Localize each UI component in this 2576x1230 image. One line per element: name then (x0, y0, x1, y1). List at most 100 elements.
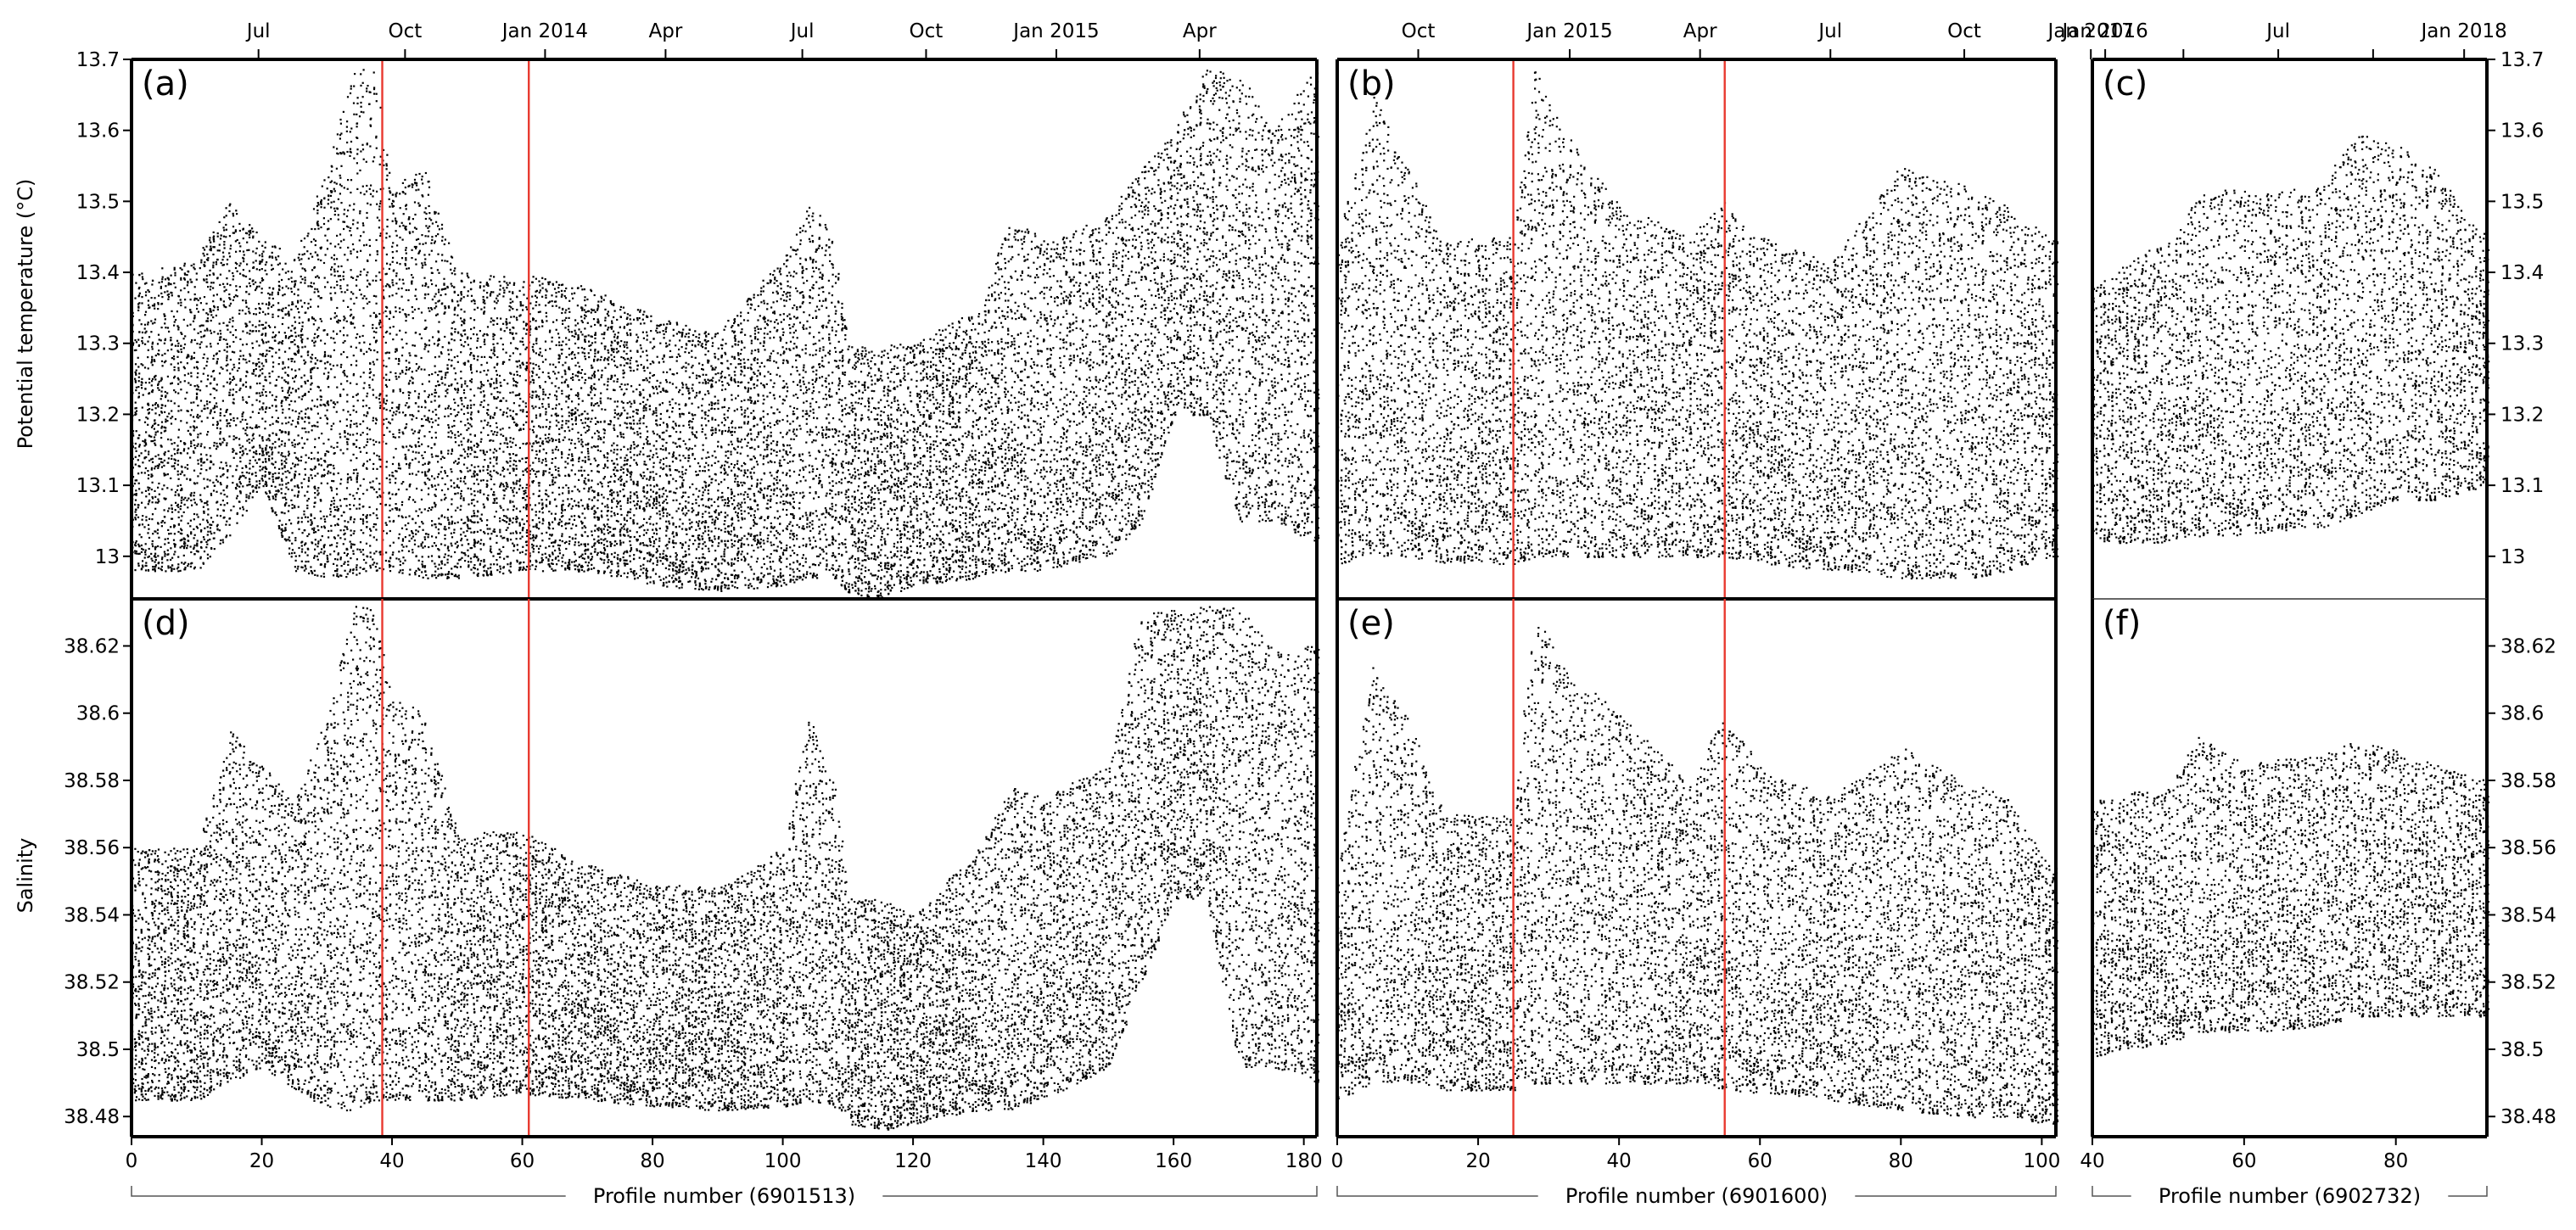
data-point (166, 290, 168, 292)
data-point (171, 294, 173, 296)
data-point (181, 562, 182, 563)
data-point (135, 456, 137, 458)
data-point (152, 280, 154, 282)
data-point (223, 229, 225, 231)
data-point (188, 498, 189, 500)
data-point (284, 471, 286, 472)
data-point (216, 315, 217, 316)
data-point (281, 512, 283, 513)
data-point (275, 384, 277, 386)
data-point (237, 495, 238, 497)
data-point (148, 349, 149, 351)
data-point (148, 321, 149, 323)
data-point (160, 339, 162, 341)
data-point (144, 332, 146, 333)
data-point (206, 504, 208, 506)
data-point (255, 450, 257, 452)
data-point (176, 356, 178, 358)
data-point (196, 272, 198, 274)
data-point (178, 429, 180, 431)
data-point (138, 392, 140, 394)
data-point (135, 411, 137, 413)
data-point (227, 259, 228, 260)
data-point (232, 394, 233, 396)
data-point (177, 383, 179, 385)
data-point (193, 328, 195, 330)
data-point (200, 546, 202, 548)
data-point (210, 548, 212, 550)
data-point (178, 405, 180, 407)
data-point (210, 333, 212, 334)
data-point (148, 392, 150, 394)
data-point (277, 451, 279, 453)
data-point (200, 336, 202, 338)
data-point (171, 489, 172, 490)
data-point (255, 289, 256, 291)
data-point (209, 467, 210, 469)
data-point (183, 265, 185, 266)
data-point (151, 359, 153, 361)
data-point (223, 286, 225, 288)
data-point (229, 372, 231, 374)
data-point (216, 501, 217, 503)
data-point (229, 383, 231, 384)
data-point (209, 447, 210, 449)
data-point (200, 461, 202, 462)
data-point (282, 530, 283, 532)
data-point (275, 478, 277, 479)
data-point (265, 471, 266, 472)
data-point (145, 490, 147, 492)
data-point (184, 299, 186, 300)
data-point (226, 444, 227, 446)
data-point (248, 495, 249, 497)
data-point (229, 389, 231, 391)
data-point (196, 393, 198, 394)
data-point (253, 451, 255, 453)
data-point (243, 411, 244, 413)
data-point (285, 499, 287, 500)
data-point (199, 267, 201, 269)
data-point (233, 378, 235, 380)
data-point (236, 289, 238, 291)
data-point (261, 362, 263, 364)
data-point (266, 354, 267, 355)
data-point (278, 438, 280, 439)
data-point (230, 381, 232, 383)
data-point (282, 400, 283, 402)
data-point (244, 313, 246, 315)
data-point (213, 388, 215, 389)
data-point (177, 512, 179, 513)
data-point (278, 285, 280, 287)
data-point (154, 376, 155, 377)
data-point (212, 265, 214, 266)
data-point (217, 528, 219, 530)
data-point (277, 294, 279, 295)
data-point (261, 407, 263, 409)
data-point (167, 565, 169, 567)
data-point (196, 514, 198, 516)
data-point (261, 334, 263, 336)
data-point (288, 547, 290, 549)
data-point (165, 421, 166, 422)
data-point (266, 261, 267, 263)
data-point (144, 456, 146, 458)
data-point (228, 321, 230, 323)
data-point (265, 421, 266, 422)
data-point (158, 383, 160, 384)
data-point (251, 473, 253, 475)
data-point (265, 461, 266, 462)
data-point (228, 392, 230, 394)
data-point (249, 330, 251, 332)
data-point (217, 236, 219, 238)
data-point (246, 484, 248, 486)
data-point (142, 515, 143, 517)
data-point (173, 316, 175, 317)
data-point (151, 518, 153, 520)
data-point (272, 454, 273, 456)
data-point (210, 308, 211, 310)
data-point (142, 461, 143, 463)
data-point (203, 309, 204, 310)
data-point (199, 347, 201, 349)
data-point (177, 327, 179, 328)
data-point (154, 553, 156, 555)
